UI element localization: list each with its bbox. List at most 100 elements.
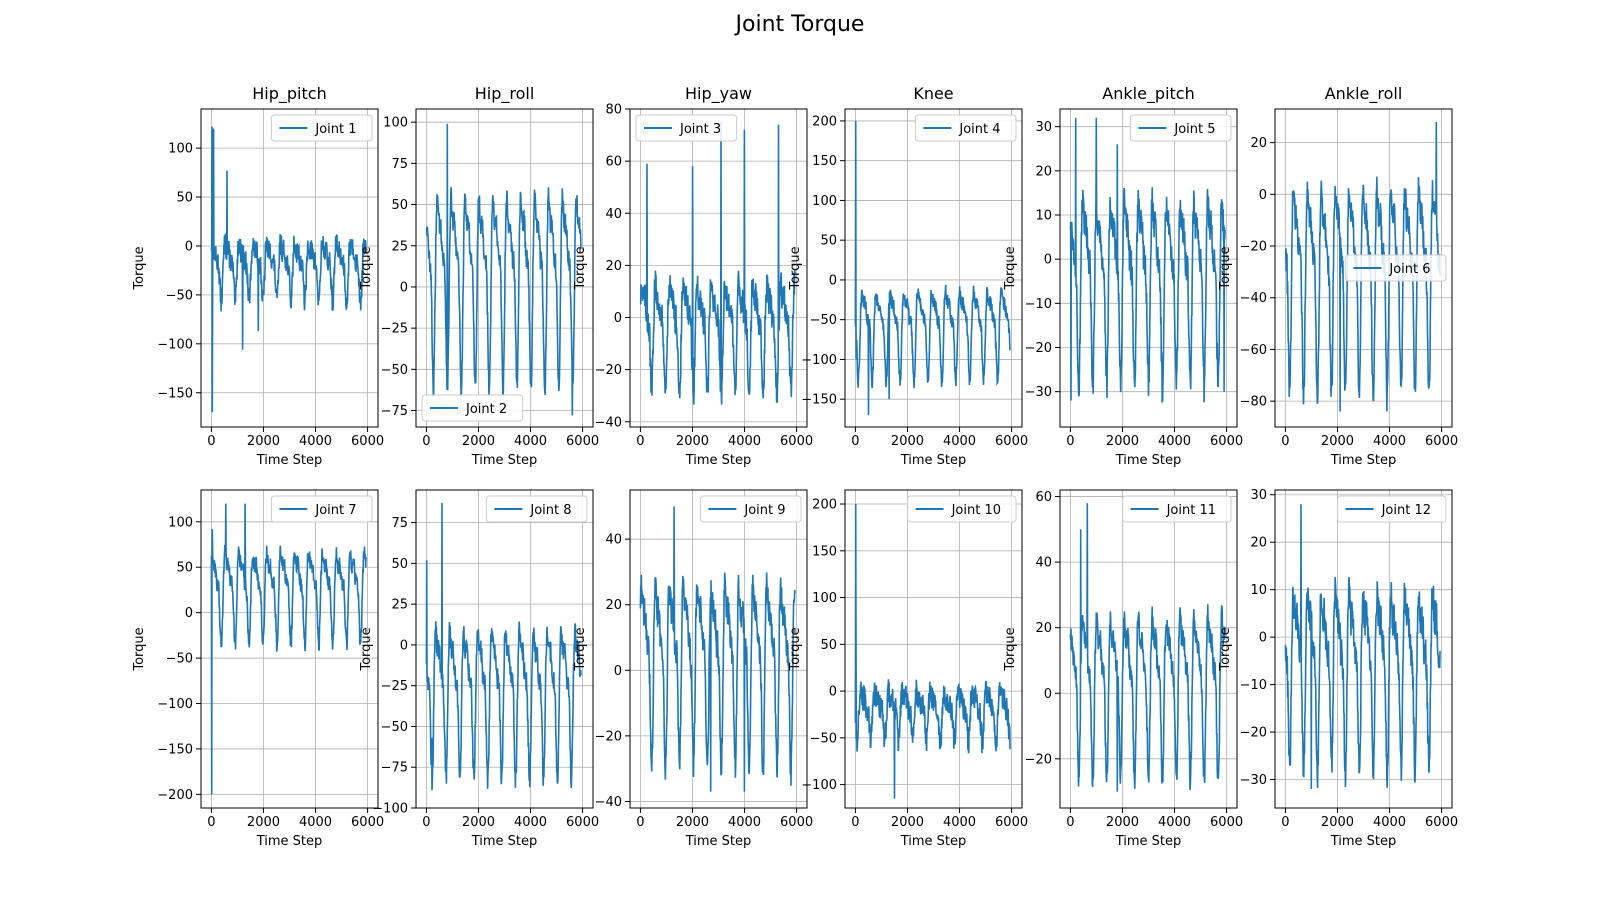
y-tick-label: −25 [381, 322, 408, 337]
x-axis-label: Time Step [1330, 834, 1397, 849]
y-tick-label: 20 [605, 598, 622, 613]
x-axis-label: Time Step [900, 834, 967, 849]
axes-frame [1274, 489, 1453, 809]
series-line-1 [425, 123, 582, 416]
y-tick-label: 0 [1259, 188, 1267, 203]
subplot-8: 0 2000 4000 6000 −100 −75 −50 −25 0 25 50 75 Time St… [359, 489, 599, 849]
legend-label: Joint 6 [1388, 262, 1430, 277]
y-tick-label: 20 [1250, 136, 1267, 151]
y-tick-label: 20 [1035, 621, 1052, 636]
x-axis-label: Time Step [471, 453, 538, 468]
x-axis-label: Time Step [685, 834, 752, 849]
y-tick-label: −60 [1240, 343, 1267, 358]
y-axis-label: Torque [132, 246, 147, 290]
x-tick-label: 4000 [1373, 815, 1406, 830]
y-tick-label: −20 [595, 363, 622, 378]
y-tick-label: −200 [157, 788, 193, 803]
y-tick-label: −75 [381, 761, 408, 776]
y-tick-label: 20 [1035, 164, 1052, 179]
x-tick-label: 6000 [566, 815, 599, 830]
y-tick-label: −50 [381, 363, 408, 378]
x-tick-label: 6000 [780, 434, 813, 449]
figure-title: Joint Torque [735, 12, 865, 37]
x-tick-label: 0 [207, 815, 215, 830]
y-axis-label: Torque [573, 627, 588, 671]
x-tick-label: 6000 [1425, 434, 1458, 449]
y-tick-label: 25 [391, 239, 408, 254]
y-tick-label: 0 [1044, 253, 1052, 268]
x-tick-label: 4000 [943, 815, 976, 830]
x-tick-label: 0 [422, 434, 430, 449]
legend-box [1337, 495, 1447, 523]
legend-box [421, 394, 524, 422]
y-axis-label: Torque [359, 246, 374, 290]
legend-box [699, 495, 802, 523]
x-tick-label: 6000 [995, 434, 1028, 449]
axes-frame [1059, 489, 1238, 809]
legend-box [270, 114, 373, 142]
legend: Joint 11 [1122, 495, 1232, 523]
subplot-11: 0 2000 4000 6000 −20 0 20 40 60 Time Step Torque Jo… [1003, 489, 1243, 849]
legend-box [270, 495, 373, 523]
legend-label: Joint 1 [314, 122, 356, 137]
y-axis-label: Torque [1003, 627, 1018, 671]
y-tick-label: 100 [168, 142, 193, 157]
axes-frame [200, 108, 379, 428]
x-tick-label: 0 [851, 815, 859, 830]
subplot-5: 0 2000 4000 6000 −30 −20 −10 0 10 20 30 Ankle_pitch… [1003, 84, 1243, 468]
x-tick-label: 4000 [1373, 434, 1406, 449]
x-tick-label: 0 [1281, 815, 1289, 830]
series-line-1 [1069, 117, 1226, 404]
legend: Joint 1 [270, 114, 373, 142]
y-tick-label: 50 [820, 234, 837, 249]
y-tick-label: 0 [829, 685, 837, 700]
y-tick-label: 60 [1035, 490, 1052, 505]
legend-label: Joint 8 [529, 503, 571, 518]
x-tick-label: 0 [636, 815, 644, 830]
y-tick-label: 10 [1035, 209, 1052, 224]
y-tick-label: −40 [595, 795, 622, 810]
y-tick-label: 40 [1035, 556, 1052, 571]
subplot-title: Ankle_pitch [1102, 84, 1194, 104]
y-tick-label: 0 [1259, 631, 1267, 646]
series-line-1 [1284, 504, 1441, 790]
x-tick-label: 6000 [1425, 815, 1458, 830]
legend: Joint 5 [1129, 114, 1232, 142]
x-tick-label: 6000 [1210, 815, 1243, 830]
y-tick-label: 40 [605, 207, 622, 222]
x-tick-label: 2000 [247, 815, 280, 830]
legend: Joint 7 [270, 495, 373, 523]
y-tick-label: 100 [812, 591, 837, 606]
y-tick-label: −100 [372, 802, 408, 817]
subplot-6: 0 2000 4000 6000 −80 −60 −40 −20 0 20 Ankle_roll Ti… [1218, 84, 1458, 468]
y-tick-label: 10 [1250, 583, 1267, 598]
y-tick-label: −50 [381, 720, 408, 735]
subplot-4: 0 2000 4000 6000 −150 −100 −50 0 50 100 150 200 Knee… [788, 84, 1028, 468]
y-tick-label: −10 [1240, 678, 1267, 693]
y-tick-label: 0 [400, 280, 408, 295]
y-tick-label: 150 [812, 544, 837, 559]
x-axis-label: Time Step [900, 453, 967, 468]
series-line-1 [1069, 503, 1226, 792]
subplot-title: Hip_yaw [685, 84, 752, 104]
x-axis-label: Time Step [1330, 453, 1397, 468]
x-tick-label: 6000 [351, 434, 384, 449]
x-tick-label: 4000 [514, 815, 547, 830]
x-tick-label: 4000 [514, 434, 547, 449]
subplot-title: Hip_roll [475, 84, 535, 104]
subplot-10: 0 2000 4000 6000 −100 −50 0 50 100 150 200 Time Ste… [788, 489, 1028, 849]
y-tick-label: −50 [810, 731, 837, 746]
x-tick-label: 6000 [351, 815, 384, 830]
x-tick-label: 2000 [462, 434, 495, 449]
legend: Joint 8 [485, 495, 588, 523]
y-tick-label: −40 [1240, 291, 1267, 306]
x-tick-label: 4000 [728, 434, 761, 449]
y-axis-label: Torque [788, 627, 803, 671]
y-tick-label: 50 [176, 561, 193, 576]
y-tick-label: −10 [1025, 297, 1052, 312]
x-axis-label: Time Step [685, 453, 752, 468]
legend: Joint 2 [421, 394, 524, 422]
y-tick-label: 20 [1250, 536, 1267, 551]
axes-frame [1059, 108, 1238, 428]
y-tick-label: 30 [1250, 488, 1267, 503]
